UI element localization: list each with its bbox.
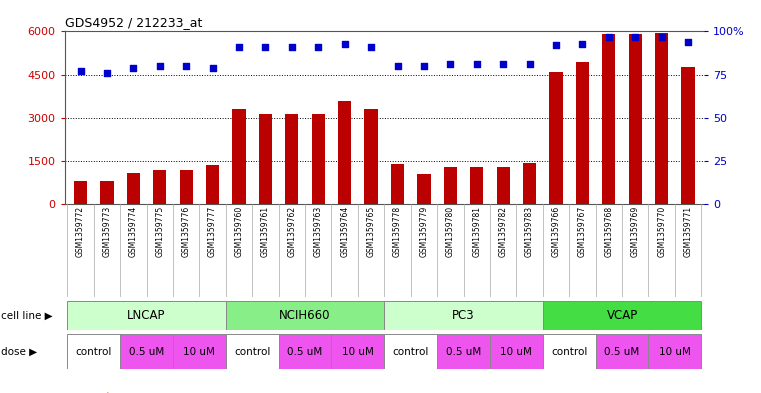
Bar [523, 163, 537, 204]
Point [391, 63, 403, 69]
Point [418, 63, 430, 69]
Bar [279, 334, 332, 369]
Point [180, 63, 193, 69]
Point [233, 44, 245, 50]
Point [127, 64, 139, 71]
Bar [648, 334, 702, 369]
Bar [100, 181, 113, 204]
Text: 0.5 uM: 0.5 uM [604, 347, 640, 357]
Text: cell line ▶: cell line ▶ [1, 310, 53, 320]
Bar [444, 167, 457, 204]
Bar [655, 33, 668, 204]
Point [260, 44, 272, 50]
Bar [470, 167, 483, 204]
Bar [259, 114, 272, 204]
Text: 10 uM: 10 uM [183, 347, 215, 357]
Bar [681, 68, 695, 204]
Bar [543, 301, 702, 330]
Bar [384, 301, 543, 330]
Point [603, 33, 615, 40]
Point [524, 61, 536, 68]
Text: NCIH660: NCIH660 [279, 309, 331, 322]
Point [444, 61, 457, 68]
Bar [180, 170, 193, 204]
Bar [490, 334, 543, 369]
Point [75, 68, 87, 74]
Point [497, 61, 509, 68]
Bar [206, 165, 219, 204]
Bar [437, 334, 490, 369]
Text: control: control [75, 347, 112, 357]
Point [101, 70, 113, 76]
Point [312, 44, 324, 50]
Bar [173, 334, 226, 369]
Text: 10 uM: 10 uM [501, 347, 532, 357]
Bar [417, 174, 431, 204]
Bar [74, 181, 88, 204]
Bar [338, 101, 352, 204]
Point [682, 39, 694, 45]
Text: 10 uM: 10 uM [342, 347, 374, 357]
Bar [629, 34, 642, 204]
Point [339, 40, 351, 47]
Text: LNCAP: LNCAP [127, 309, 166, 322]
Bar [497, 167, 510, 204]
Point [550, 42, 562, 48]
Bar [365, 109, 377, 204]
Point [629, 33, 642, 40]
Bar [226, 301, 384, 330]
Point [206, 64, 218, 71]
Point [655, 33, 667, 40]
Text: dose ▶: dose ▶ [1, 347, 37, 357]
Point [286, 44, 298, 50]
Bar [120, 334, 173, 369]
Bar [67, 334, 120, 369]
Point [365, 44, 377, 50]
Text: 10 uM: 10 uM [659, 347, 691, 357]
Bar [153, 170, 167, 204]
Point [470, 61, 482, 68]
Bar [226, 334, 279, 369]
Text: 0.5 uM: 0.5 uM [446, 347, 481, 357]
Text: 0.5 uM: 0.5 uM [129, 347, 164, 357]
Bar [391, 164, 404, 204]
Bar [312, 114, 325, 204]
Bar [67, 301, 226, 330]
Bar [127, 173, 140, 204]
Bar [543, 334, 596, 369]
Text: PC3: PC3 [452, 309, 475, 322]
Point [576, 40, 588, 47]
Point [154, 63, 166, 69]
Text: ■ count: ■ count [68, 392, 111, 393]
Bar [332, 334, 384, 369]
Bar [285, 114, 298, 204]
Bar [602, 34, 616, 204]
Bar [232, 109, 246, 204]
Text: control: control [234, 347, 270, 357]
Bar [596, 334, 648, 369]
Text: control: control [551, 347, 587, 357]
Bar [549, 72, 562, 204]
Text: GDS4952 / 212233_at: GDS4952 / 212233_at [65, 16, 202, 29]
Bar [384, 334, 437, 369]
Text: 0.5 uM: 0.5 uM [288, 347, 323, 357]
Text: control: control [393, 347, 429, 357]
Bar [576, 62, 589, 204]
Text: VCAP: VCAP [607, 309, 638, 322]
